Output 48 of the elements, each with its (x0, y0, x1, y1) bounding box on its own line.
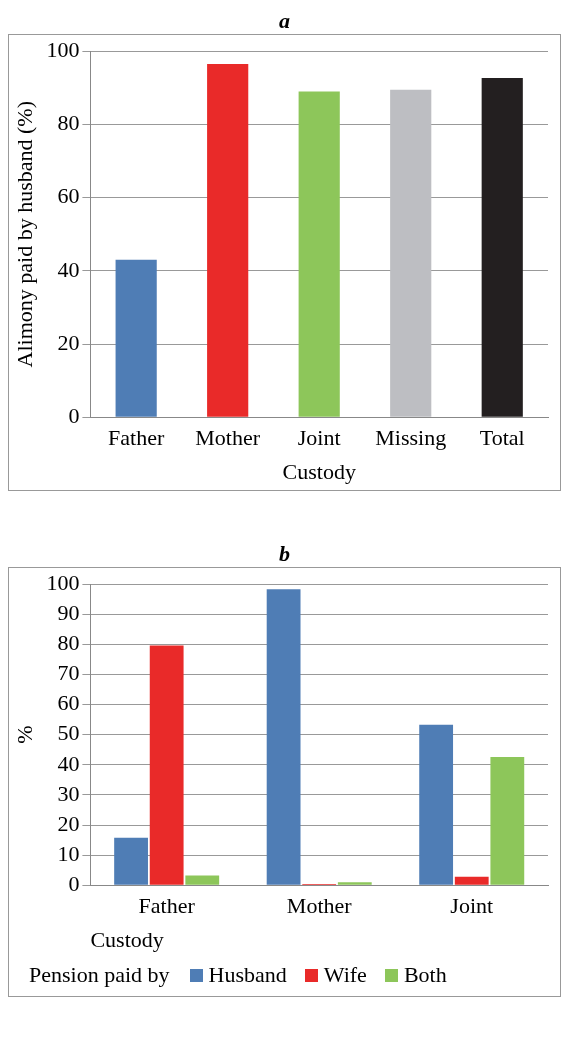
x-tick-label: Mother (195, 425, 261, 451)
x-tick-label: Father (108, 425, 165, 451)
x-tick-label: Father (138, 893, 196, 919)
y-tick-label: 70 (57, 660, 80, 686)
bar (481, 77, 523, 417)
legend-label: Wife (323, 962, 367, 988)
x-axis-title: Custody (282, 458, 356, 484)
legend-title: Pension paid by (29, 962, 170, 988)
chart-title: a (278, 8, 291, 34)
bar (115, 259, 157, 417)
bar (390, 89, 432, 417)
bar (149, 645, 184, 885)
bar (490, 756, 525, 885)
y-tick-label: 80 (57, 630, 80, 656)
y-tick-label: 20 (57, 329, 80, 355)
y-tick-label: 90 (57, 600, 80, 626)
bar (419, 724, 454, 885)
x-tick-label: Mother (286, 893, 353, 919)
y-tick-label: 40 (57, 750, 80, 776)
bar (337, 882, 372, 885)
legend-label: Both (403, 962, 447, 988)
legend-label: Husband (208, 962, 287, 988)
y-tick-label: 10 (57, 840, 80, 866)
y-tick-label: 100 (46, 569, 80, 595)
y-tick-label: 80 (57, 110, 80, 136)
x-axis-title: Custody (90, 926, 164, 952)
y-tick-label: 0 (68, 402, 80, 428)
bar (298, 91, 340, 417)
y-tick-label: 20 (57, 810, 80, 836)
bar (114, 837, 148, 885)
bar (185, 875, 220, 885)
bar (207, 64, 249, 417)
y-tick-label: 60 (57, 183, 80, 209)
bar (454, 876, 489, 885)
y-tick-label: 60 (57, 690, 80, 716)
chart-title: b (278, 541, 291, 567)
y-axis-title: % (11, 725, 37, 744)
x-tick-label: Joint (297, 425, 341, 451)
x-tick-label: Total (479, 425, 525, 451)
x-tick-label: Missing (375, 425, 447, 451)
y-axis-title: Alimony paid by husband (%) (11, 101, 37, 368)
bar (266, 589, 301, 885)
y-tick-label: 30 (57, 780, 80, 806)
y-tick-label: 100 (46, 36, 80, 62)
y-tick-label: 40 (57, 256, 80, 282)
y-tick-label: 0 (68, 870, 80, 896)
x-tick-label: Joint (450, 893, 494, 919)
y-tick-label: 50 (57, 720, 80, 746)
